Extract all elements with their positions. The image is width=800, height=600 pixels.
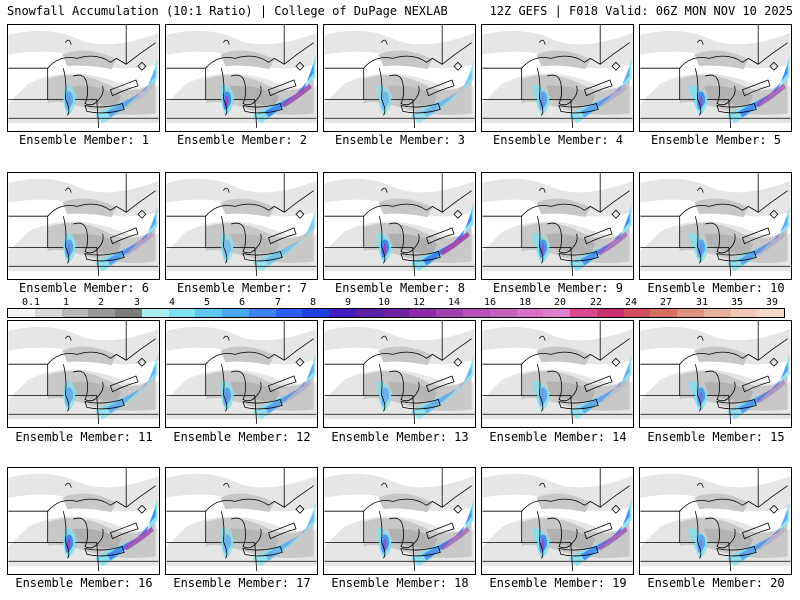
colorbar-tick-label: 20 — [553, 297, 567, 308]
colorbar-swatch — [115, 309, 142, 317]
colorbar-labels: 0.1 1 2 3 4 5 6 7 8 9 10 12 14 16 18 20 22 24 27 31 35 39 — [7, 297, 785, 308]
ensemble-member-caption: Ensemble Member: 9 — [492, 281, 624, 295]
ensemble-member-caption: Ensemble Member: 3 — [334, 133, 466, 147]
ensemble-map-panel — [323, 320, 476, 428]
colorbar-swatch — [596, 309, 624, 317]
ensemble-map-panel — [639, 24, 792, 132]
ensemble-map-panel — [165, 467, 318, 575]
colorbar-swatch — [436, 309, 464, 317]
ensemble-member-caption: Ensemble Member: 4 — [492, 133, 624, 147]
colorbar-swatch — [489, 309, 517, 317]
colorbar-tick-label: 12 — [412, 297, 426, 308]
colorbar-swatch — [382, 309, 410, 317]
colorbar-swatch — [409, 309, 437, 317]
ensemble-map-panel — [323, 24, 476, 132]
colorbar-swatch — [543, 309, 571, 317]
colorbar-swatch — [222, 309, 249, 317]
colorbar-tick-label: 35 — [730, 297, 744, 308]
colorbar-tick-label: 14 — [447, 297, 461, 308]
colorbar-swatch — [302, 309, 330, 317]
colorbar-tick-label: 10 — [377, 297, 391, 308]
ensemble-map-panel — [165, 24, 318, 132]
colorbar-tick-label: 24 — [624, 297, 638, 308]
colorbar-swatch — [168, 309, 196, 317]
ensemble-map-panel — [323, 467, 476, 575]
colorbar-tick-label: 31 — [695, 297, 709, 308]
ensemble-map-panel — [7, 320, 160, 428]
ensemble-map-panel — [165, 172, 318, 280]
header-title-left: Snowfall Accumulation (10:1 Ratio) | Col… — [7, 4, 448, 18]
colorbar-swatch — [463, 309, 490, 317]
ensemble-member-caption: Ensemble Member: 12 — [173, 430, 311, 444]
ensemble-map-panel — [7, 24, 160, 132]
ensemble-map-panel — [7, 172, 160, 280]
ensemble-map-panel — [165, 320, 318, 428]
colorbar-tick-label: 1 — [62, 297, 70, 308]
ensemble-member-caption: Ensemble Member: 18 — [331, 576, 469, 590]
colorbar-tick-label: 8 — [309, 297, 317, 308]
colorbar-swatch — [141, 309, 169, 317]
colorbar-tick-label: 9 — [344, 297, 352, 308]
colorbar-tick-label: 6 — [238, 297, 246, 308]
colorbar-tick-label: 4 — [168, 297, 176, 308]
colorbar-swatch — [248, 309, 276, 317]
ensemble-member-caption: Ensemble Member: 13 — [331, 430, 469, 444]
colorbar-swatch — [650, 309, 678, 317]
colorbar-tick-label: 18 — [518, 297, 532, 308]
ensemble-member-caption: Ensemble Member: 10 — [647, 281, 785, 295]
colorbar-tick-label: 5 — [203, 297, 211, 308]
colorbar-swatch — [516, 309, 544, 317]
ensemble-member-caption: Ensemble Member: 11 — [15, 430, 153, 444]
colorbar-tick-label: 0.1 — [21, 297, 41, 308]
colorbar-swatch — [730, 309, 758, 317]
ensemble-map-panel — [639, 320, 792, 428]
ensemble-member-caption: Ensemble Member: 7 — [176, 281, 308, 295]
colorbar-swatch — [8, 309, 35, 317]
ensemble-member-caption: Ensemble Member: 1 — [18, 133, 150, 147]
ensemble-map-panel — [481, 467, 634, 575]
colorbar-tick-label: 16 — [483, 297, 497, 308]
ensemble-member-caption: Ensemble Member: 15 — [647, 430, 785, 444]
colorbar-tick-label: 2 — [97, 297, 105, 308]
colorbar-tick-label: 22 — [589, 297, 603, 308]
colorbar-swatch — [677, 309, 704, 317]
colorbar-swatch — [88, 309, 116, 317]
colorbar-tick-label: 39 — [765, 297, 779, 308]
colorbar-tick-label: 7 — [274, 297, 282, 308]
ensemble-map-panel — [481, 320, 634, 428]
colorbar-tick-label: 3 — [133, 297, 141, 308]
ensemble-member-caption: Ensemble Member: 17 — [173, 576, 311, 590]
colorbar-swatch — [61, 309, 89, 317]
colorbar-swatch — [275, 309, 303, 317]
colorbar-swatch — [623, 309, 651, 317]
ensemble-map-panel — [639, 172, 792, 280]
colorbar-swatch — [329, 309, 356, 317]
ensemble-member-caption: Ensemble Member: 6 — [18, 281, 150, 295]
colorbar-swatch — [355, 309, 383, 317]
colorbar-tick-label: 27 — [659, 297, 673, 308]
ensemble-member-caption: Ensemble Member: 16 — [15, 576, 153, 590]
ensemble-map-panel — [323, 172, 476, 280]
ensemble-member-caption: Ensemble Member: 19 — [489, 576, 627, 590]
colorbar-swatch — [195, 309, 223, 317]
header-title-right: 12Z GEFS | F018 Valid: 06Z MON NOV 10 20… — [489, 4, 793, 18]
ensemble-member-caption: Ensemble Member: 14 — [489, 430, 627, 444]
colorbar-swatch — [570, 309, 597, 317]
ensemble-member-caption: Ensemble Member: 20 — [647, 576, 785, 590]
ensemble-map-panel — [7, 467, 160, 575]
ensemble-map-panel — [481, 24, 634, 132]
ensemble-member-caption: Ensemble Member: 8 — [334, 281, 466, 295]
ensemble-map-panel — [639, 467, 792, 575]
ensemble-member-caption: Ensemble Member: 2 — [176, 133, 308, 147]
ensemble-map-panel — [481, 172, 634, 280]
ensemble-member-caption: Ensemble Member: 5 — [650, 133, 782, 147]
colorbar-swatch — [757, 309, 785, 317]
colorbar — [7, 308, 785, 318]
colorbar-swatch — [34, 309, 62, 317]
colorbar-swatch — [703, 309, 731, 317]
